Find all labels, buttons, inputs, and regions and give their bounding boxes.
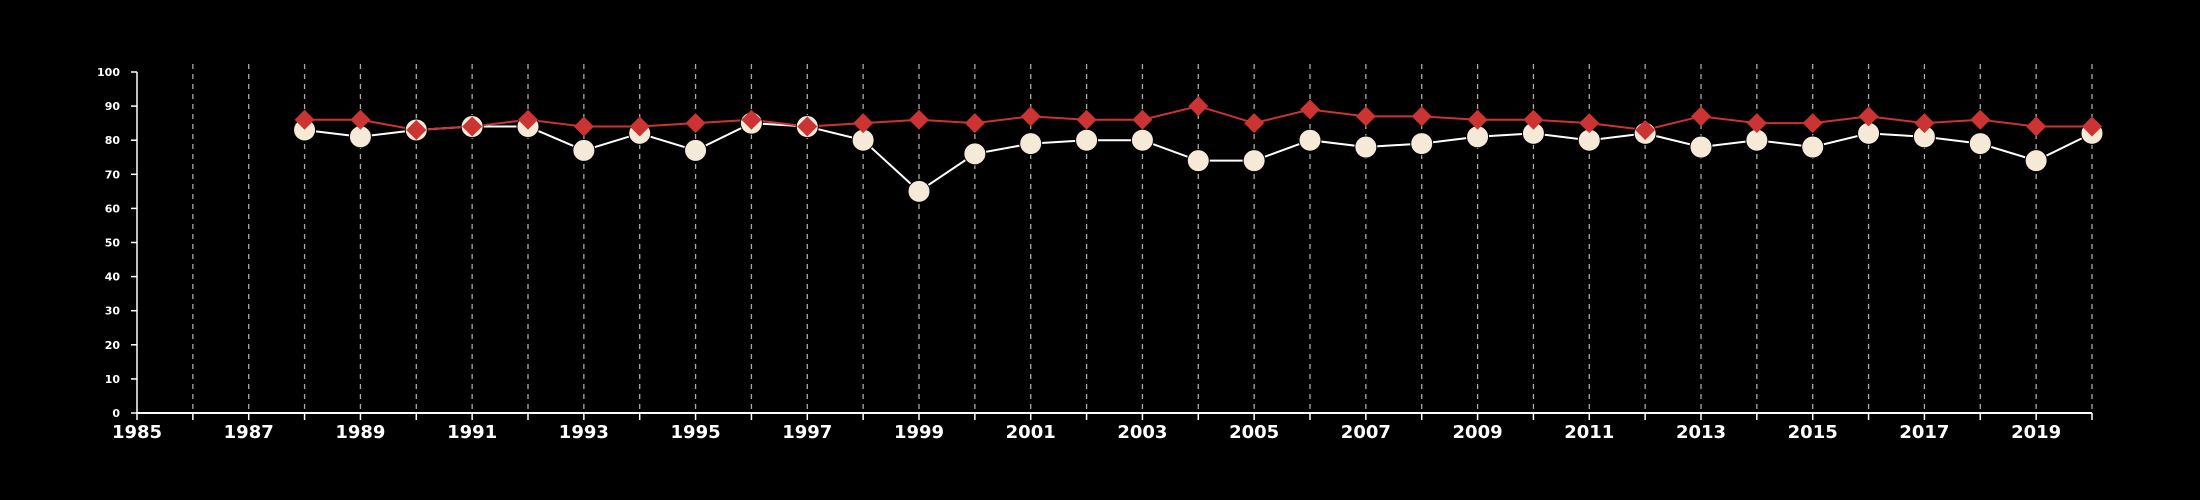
data-point-diamond: [518, 109, 538, 130]
y-tick-label: 70: [105, 168, 121, 181]
x-tick-label: 1999: [894, 422, 944, 443]
x-tick-label: 2019: [2011, 422, 2061, 443]
x-tick-label: 1997: [782, 422, 832, 443]
data-point-circle: [2024, 149, 2048, 173]
data-point-diamond: [462, 116, 483, 137]
data-point-diamond: [573, 116, 594, 137]
data-point-diamond: [797, 116, 818, 137]
y-tick-label: 0: [112, 407, 120, 420]
x-tick-label: 2011: [1564, 422, 1614, 443]
data-point-diamond: [1132, 109, 1153, 130]
data-point-circle: [1410, 132, 1434, 156]
data-point-circle: [572, 138, 596, 162]
data-point-circle: [1689, 135, 1713, 159]
data-point-diamond: [964, 113, 985, 134]
x-tick-label: 1989: [335, 422, 385, 443]
data-point-diamond: [1523, 109, 1544, 130]
data-point-circle: [1354, 135, 1378, 159]
data-point-diamond: [1300, 99, 1320, 120]
data-point-diamond: [685, 113, 706, 134]
x-tick-label: 2009: [1453, 422, 1503, 443]
x-tick-label: 1991: [447, 422, 497, 443]
data-point-circle: [1130, 128, 1154, 152]
data-point-circle: [1019, 132, 1043, 156]
data-point-circle: [1801, 135, 1825, 159]
y-tick-label: 40: [105, 271, 121, 284]
y-tick-label: 50: [105, 237, 121, 250]
data-point-circle: [1968, 132, 1992, 156]
y-tick-label: 80: [105, 134, 121, 147]
x-tick-label: 1985: [112, 422, 162, 443]
data-point-diamond: [406, 119, 427, 140]
axes: 0 10 20 30 40 50 60 70 80 90 100 1985 1987 1989 1991 19…: [97, 66, 2093, 443]
data-point-diamond: [1970, 109, 1991, 130]
y-tick-label: 20: [105, 339, 121, 352]
data-point-diamond: [1802, 113, 1823, 134]
data-point-diamond: [629, 116, 650, 137]
data-point-circle: [963, 142, 987, 166]
x-tick-label: 2013: [1676, 422, 1726, 443]
data-point-diamond: [909, 109, 929, 130]
x-tick-label: 2007: [1341, 422, 1391, 443]
data-point-diamond: [741, 109, 762, 130]
y-tick-label: 100: [97, 66, 120, 79]
data-point-diamond: [1188, 96, 1209, 117]
x-tick-label: 2001: [1006, 422, 1056, 443]
grid-lines: [192, 64, 2093, 413]
data-point-circle: [1242, 149, 1266, 173]
data-point-diamond: [2026, 116, 2047, 137]
data-point-diamond: [1244, 113, 1265, 134]
y-tick-label: 30: [105, 305, 121, 318]
data-point-circle: [907, 179, 931, 203]
data-point-circle: [684, 138, 708, 162]
data-point-diamond: [1020, 106, 1041, 127]
diamond-markers: [294, 96, 2102, 140]
data-point-diamond: [1691, 106, 1711, 127]
data-point-diamond: [2082, 116, 2102, 137]
data-point-diamond: [1858, 106, 1879, 127]
data-point-diamond: [1355, 106, 1376, 127]
x-tick-label: 2003: [1117, 422, 1167, 443]
x-tick-label: 1995: [671, 422, 721, 443]
data-point-diamond: [853, 113, 874, 134]
data-point-diamond: [1746, 113, 1767, 134]
data-point-diamond: [1635, 119, 1656, 140]
y-tick-label: 90: [105, 100, 121, 113]
x-tick-label: 1993: [559, 422, 609, 443]
data-point-circle: [1298, 128, 1322, 152]
data-point-diamond: [294, 109, 315, 130]
x-tick-label: 1987: [224, 422, 274, 443]
x-tick-label: 2017: [1899, 422, 1949, 443]
data-point-diamond: [1579, 113, 1600, 134]
data-point-diamond: [1467, 109, 1488, 130]
data-point-diamond: [1914, 113, 1935, 134]
y-tick-label: 60: [105, 202, 121, 215]
x-tick-label: 2005: [1229, 422, 1279, 443]
data-point-diamond: [1076, 109, 1097, 130]
data-point-diamond: [1411, 106, 1432, 127]
data-point-circle: [1075, 128, 1099, 152]
x-tick-label: 2015: [1788, 422, 1838, 443]
data-point-circle: [1186, 149, 1210, 173]
data-point-diamond: [350, 109, 371, 130]
y-tick-label: 10: [105, 373, 121, 386]
